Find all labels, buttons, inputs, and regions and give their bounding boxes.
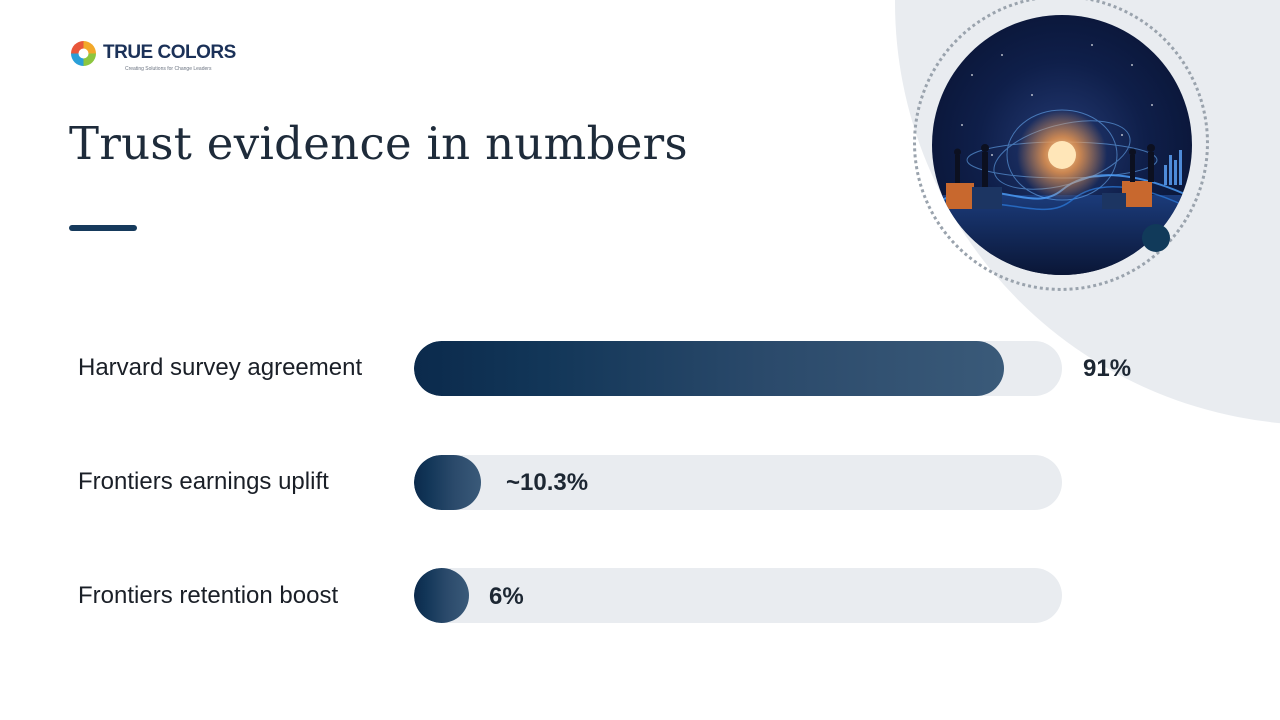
bar-fill-harvard xyxy=(414,341,1004,396)
page-title: Trust evidence in numbers xyxy=(69,117,688,170)
bar-track-harvard xyxy=(414,341,1062,396)
bar-fill-frontiers-earnings xyxy=(414,455,481,510)
bar-track-frontiers-earnings xyxy=(414,455,1062,510)
bar-track-frontiers-retention xyxy=(414,568,1062,623)
dotted-ring-decoration xyxy=(913,0,1209,291)
logo-tagline: Creating Solutions for Change Leaders xyxy=(125,66,212,72)
title-underline xyxy=(69,225,137,231)
true-colors-logo-icon xyxy=(71,41,96,66)
bar-label-frontiers-retention: Frontiers retention boost xyxy=(78,582,339,609)
bar-fill-frontiers-retention xyxy=(414,568,469,623)
logo-name: TRUE COLORS xyxy=(103,42,236,63)
logo-text: TRUE COLORS Creating Solutions for Chang… xyxy=(103,40,236,72)
bar-value-frontiers-retention: 6% xyxy=(489,583,524,610)
bar-label-harvard: Harvard survey agreement xyxy=(78,354,363,381)
hero-accent-dot xyxy=(1142,224,1170,252)
logo: TRUE COLORS Creating Solutions for Chang… xyxy=(70,40,236,74)
bar-value-frontiers-earnings: ~10.3% xyxy=(506,469,589,496)
bar-value-harvard: 91% xyxy=(1083,355,1132,382)
bar-label-frontiers-earnings: Frontiers earnings uplift xyxy=(78,468,329,495)
